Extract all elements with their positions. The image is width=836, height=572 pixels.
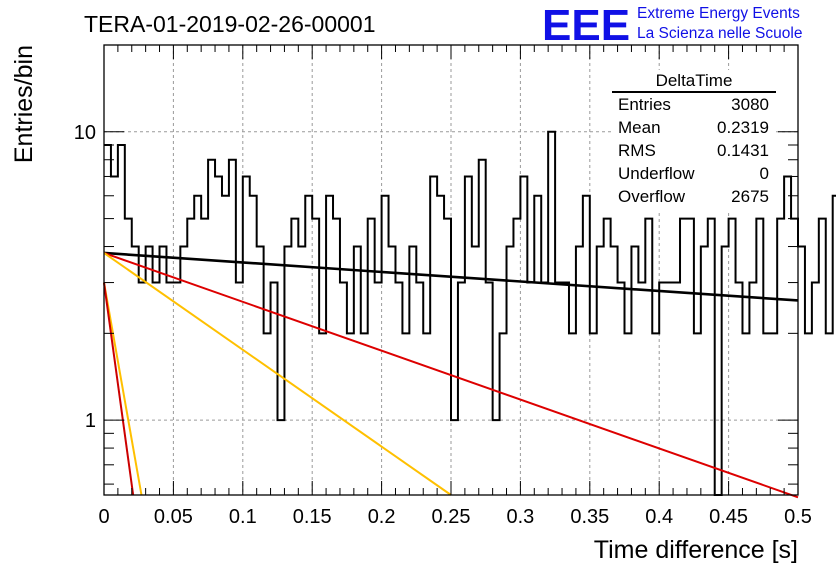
stats-label-underflow: Underflow: [618, 164, 695, 183]
stats-label-overflow: Overflow: [618, 187, 686, 206]
x-tick-label: 0.2: [368, 506, 396, 528]
x-tick-label: 0: [98, 506, 109, 528]
fit-line: [103, 282, 135, 496]
histogram-series: [104, 130, 836, 496]
y-tick-label: 1: [85, 410, 96, 432]
y-tick-label: 10: [74, 122, 96, 144]
stats-value-entries: 3080: [731, 95, 769, 114]
stats-value-underflow: 0: [760, 164, 769, 183]
histogram-bins: [104, 130, 836, 496]
y-axis-label: Entries/bin: [10, 45, 38, 163]
x-tick-label: 0.4: [645, 506, 673, 528]
x-axis-label: Time difference [s]: [594, 536, 798, 564]
tagline-line1: Extreme Energy Events: [637, 5, 800, 22]
x-tick-label: 0.45: [709, 506, 748, 528]
x-tick-label: 0.3: [506, 506, 534, 528]
axis-ticks: 0 0.05 0.1 0.15 0.2 0.25 0.3 0.35 0.4 0.45 0.5 1 10: [74, 44, 812, 528]
fit-line: [103, 252, 452, 496]
x-tick-label: 0.25: [432, 506, 471, 528]
tagline-line2: La Scienza nelle Scuole: [637, 25, 802, 42]
fit-lines: [103, 251, 799, 499]
fit-line: [103, 282, 143, 496]
x-tick-label: 0.35: [570, 506, 609, 528]
stats-box: DeltaTime Entries 3080 Mean 0.2319 RMS 0…: [612, 70, 776, 210]
x-tick-label: 0.15: [293, 506, 332, 528]
stats-name: DeltaTime: [656, 71, 733, 90]
x-tick-label: 0.05: [154, 506, 193, 528]
stats-value-overflow: 2675: [731, 187, 769, 206]
chart-title: TERA-01-2019-02-26-00001: [84, 11, 376, 37]
x-tick-label: 0.5: [784, 506, 812, 528]
stats-value-rms: 0.1431: [717, 141, 769, 160]
eee-logo: EEE: [542, 1, 630, 50]
stats-value-mean: 0.2319: [717, 118, 769, 137]
stats-label-entries: Entries: [618, 95, 671, 114]
stats-label-rms: RMS: [618, 141, 656, 160]
fit-line: [103, 252, 799, 499]
stats-label-mean: Mean: [618, 118, 661, 137]
fit-line: [103, 251, 799, 302]
stats-box-bg: [612, 70, 776, 210]
x-tick-label: 0.1: [229, 506, 257, 528]
